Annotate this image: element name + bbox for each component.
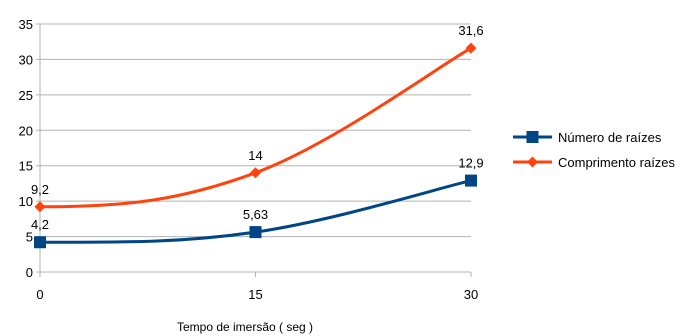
x-tick-label: 30 [464,287,478,302]
data-point-marker [34,236,46,249]
data-point-marker [250,167,261,179]
y-tick-label: 35 [19,17,33,32]
axes [36,24,471,277]
x-axis-title: Tempo de imersão ( seg ) [177,320,313,334]
data-point-marker [465,42,477,54]
legend-label: Número de raízes [558,130,662,145]
data-point-marker [465,174,477,187]
legend-marker [527,156,538,168]
y-tick-label: 15 [19,159,33,174]
gridlines [40,23,471,238]
data-point-marker [34,201,46,213]
y-axis-ticks: 0 5 10 15 20 25 30 35 [19,17,40,280]
data-label: 14 [248,148,262,163]
y-tick-label: 25 [19,88,33,103]
data-label: 4,2 [31,217,49,232]
legend-marker [526,131,539,143]
data-label: 5,63 [243,207,268,222]
legend-label: Comprimento raízes [558,155,676,170]
y-tick-label: 10 [19,194,33,209]
data-point-marker [249,226,262,239]
y-tick-label: 5 [26,230,33,245]
data-label: 31,6 [458,23,483,38]
data-label: 12,9 [458,156,483,171]
series-group [34,42,477,249]
x-tick-label: 15 [248,287,262,302]
x-axis-ticks: 0 15 30 [36,272,478,302]
data-label: 9,2 [31,182,49,197]
series-line-1 [38,46,473,209]
x-tick-label: 0 [36,287,43,302]
y-tick-label: 20 [19,123,33,138]
y-tick-label: 0 [26,265,33,280]
data-labels: 4,2 5,63 12,9 9,2 14 31,6 [31,23,484,232]
y-tick-label: 30 [19,52,33,67]
legend: Número de raízes Comprimento raízes [513,130,676,170]
